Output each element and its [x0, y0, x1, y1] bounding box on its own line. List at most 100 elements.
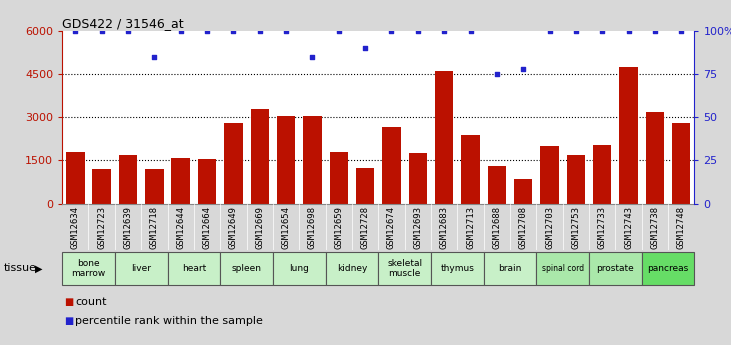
Bar — [251, 109, 269, 204]
Text: thymus: thymus — [440, 264, 474, 273]
Bar — [167, 252, 220, 285]
Text: GSM12713: GSM12713 — [466, 206, 475, 249]
Bar — [382, 127, 401, 204]
Text: spinal cord: spinal cord — [542, 264, 584, 273]
Text: GSM12738: GSM12738 — [651, 206, 659, 249]
Text: GSM12733: GSM12733 — [598, 206, 607, 249]
Point — [623, 28, 635, 34]
Text: GSM12644: GSM12644 — [176, 206, 185, 249]
Text: ■: ■ — [64, 316, 74, 326]
Bar — [356, 168, 374, 204]
Point — [333, 28, 344, 34]
Point — [596, 28, 608, 34]
Bar — [62, 252, 115, 285]
Bar — [593, 145, 611, 204]
Point — [148, 54, 160, 60]
Bar — [537, 252, 589, 285]
Text: count: count — [75, 297, 107, 307]
Bar — [273, 252, 325, 285]
Text: brain: brain — [499, 264, 522, 273]
Point — [359, 46, 371, 51]
Point — [675, 28, 687, 34]
Text: ▶: ▶ — [35, 264, 42, 273]
Bar — [224, 123, 243, 204]
Text: GSM12703: GSM12703 — [545, 206, 554, 249]
Bar — [379, 252, 431, 285]
Bar — [303, 116, 322, 204]
Bar — [115, 252, 167, 285]
Bar — [488, 166, 506, 204]
Bar — [645, 111, 664, 204]
Bar — [484, 252, 537, 285]
Bar — [145, 169, 164, 204]
Text: bone
marrow: bone marrow — [72, 258, 105, 278]
Bar — [540, 146, 558, 204]
Text: GSM12748: GSM12748 — [677, 206, 686, 249]
Text: GSM12669: GSM12669 — [255, 206, 264, 249]
Text: GSM12708: GSM12708 — [519, 206, 528, 249]
Text: percentile rank within the sample: percentile rank within the sample — [75, 316, 263, 326]
Text: lung: lung — [289, 264, 309, 273]
Bar — [461, 135, 480, 204]
Text: GSM12639: GSM12639 — [124, 206, 132, 249]
Bar — [330, 152, 348, 204]
Bar — [514, 179, 532, 204]
Point — [175, 28, 186, 34]
Bar — [642, 252, 694, 285]
Bar — [198, 159, 216, 204]
Text: GSM12654: GSM12654 — [281, 206, 291, 249]
Point — [465, 28, 477, 34]
Bar — [277, 116, 295, 204]
Text: spleen: spleen — [232, 264, 262, 273]
Bar — [118, 155, 137, 204]
Text: pancreas: pancreas — [648, 264, 689, 273]
Bar — [172, 158, 190, 204]
Text: skeletal
muscle: skeletal muscle — [387, 258, 423, 278]
Point — [254, 28, 265, 34]
Text: GSM12728: GSM12728 — [360, 206, 370, 249]
Bar — [589, 252, 642, 285]
Point — [227, 28, 239, 34]
Point — [306, 54, 318, 60]
Point — [96, 28, 107, 34]
Text: kidney: kidney — [337, 264, 367, 273]
Text: liver: liver — [131, 264, 151, 273]
Bar — [220, 252, 273, 285]
Bar — [66, 152, 85, 204]
Bar — [672, 123, 691, 204]
Text: GSM12743: GSM12743 — [624, 206, 633, 249]
Point — [439, 28, 450, 34]
Text: tissue: tissue — [4, 264, 37, 273]
Text: GSM12664: GSM12664 — [202, 206, 211, 249]
Point — [518, 66, 529, 72]
Point — [280, 28, 292, 34]
Point — [201, 28, 213, 34]
Text: prostate: prostate — [596, 264, 635, 273]
Text: GSM12683: GSM12683 — [439, 206, 449, 249]
Bar — [325, 252, 379, 285]
Point — [491, 71, 503, 77]
Text: ■: ■ — [64, 297, 74, 307]
Bar — [435, 71, 453, 204]
Point — [69, 28, 81, 34]
Point — [649, 28, 661, 34]
Text: GDS422 / 31546_at: GDS422 / 31546_at — [62, 17, 183, 30]
Text: GSM12634: GSM12634 — [71, 206, 80, 249]
Text: GSM12753: GSM12753 — [572, 206, 580, 249]
Bar — [431, 252, 484, 285]
Point — [412, 28, 424, 34]
Point — [386, 28, 398, 34]
Point — [544, 28, 556, 34]
Text: GSM12718: GSM12718 — [150, 206, 159, 249]
Text: GSM12688: GSM12688 — [493, 206, 501, 249]
Text: GSM12698: GSM12698 — [308, 206, 317, 249]
Text: GSM12723: GSM12723 — [97, 206, 106, 249]
Point — [570, 28, 582, 34]
Bar — [409, 153, 427, 204]
Text: GSM12649: GSM12649 — [229, 206, 238, 249]
Text: GSM12693: GSM12693 — [413, 206, 423, 249]
Bar — [92, 169, 111, 204]
Bar — [567, 155, 585, 204]
Text: heart: heart — [182, 264, 206, 273]
Text: GSM12674: GSM12674 — [387, 206, 396, 249]
